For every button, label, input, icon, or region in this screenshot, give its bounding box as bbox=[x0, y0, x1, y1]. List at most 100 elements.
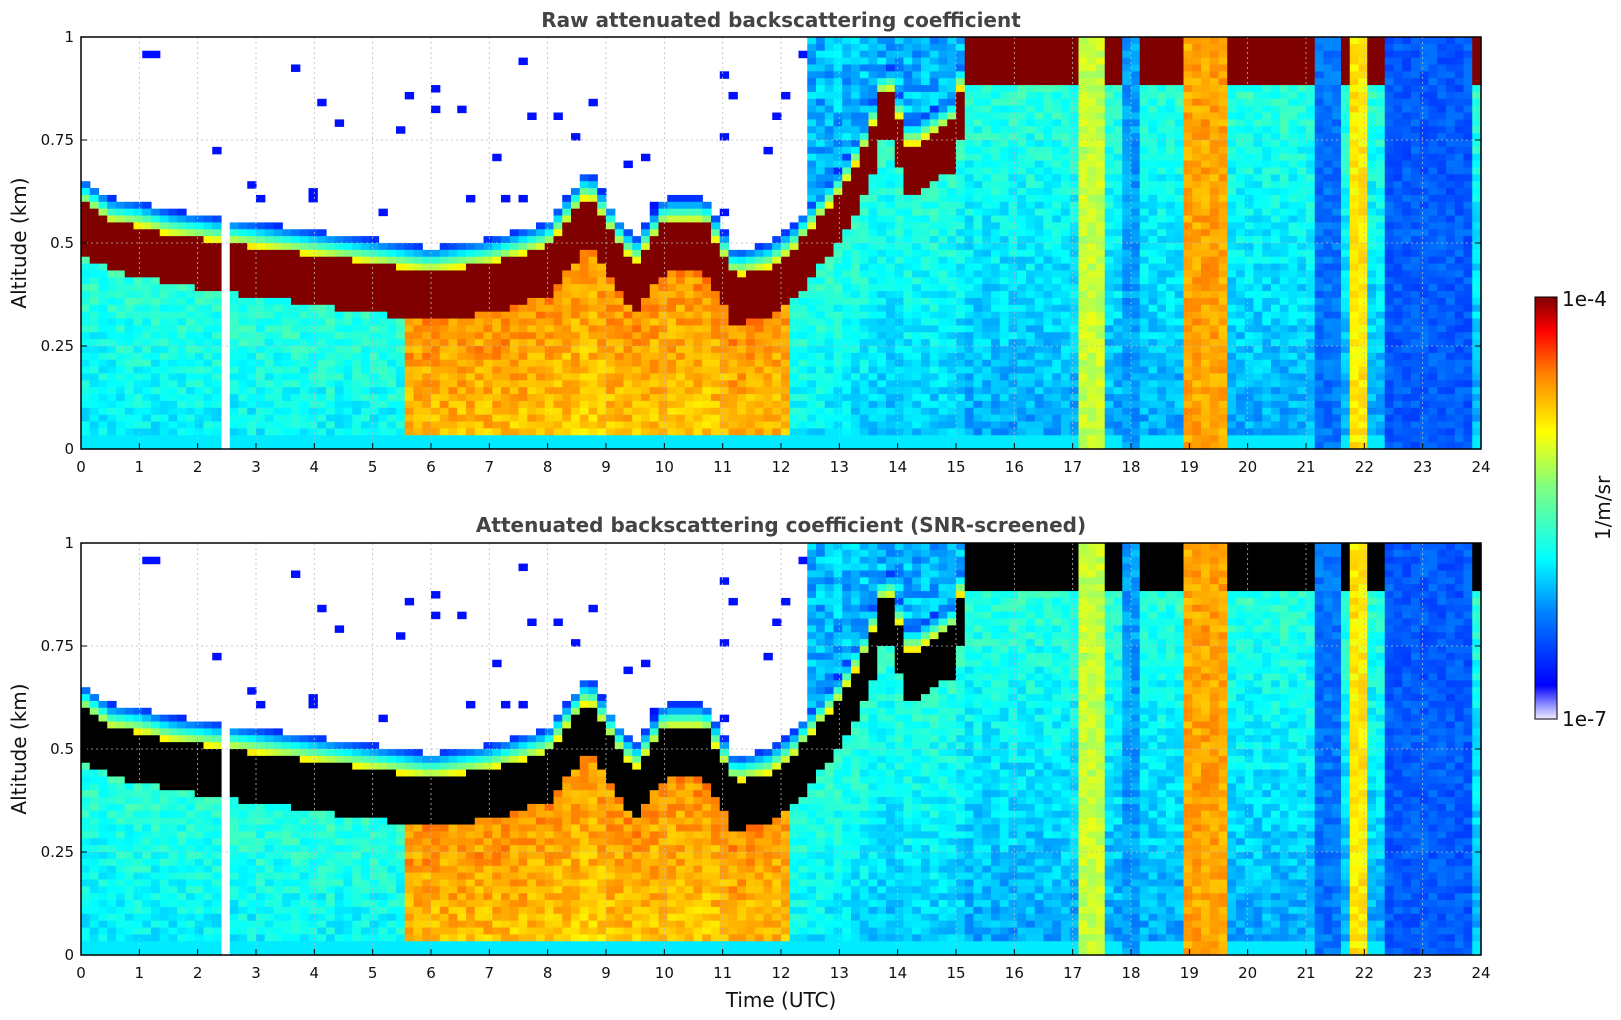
heatmap-cell bbox=[868, 359, 878, 368]
heatmap-cell bbox=[711, 373, 721, 381]
heatmap-cell bbox=[1052, 167, 1062, 175]
heatmap-cell bbox=[886, 112, 896, 120]
heatmap-cell bbox=[693, 400, 703, 409]
heatmap-cell bbox=[754, 400, 765, 409]
heatmap-cell bbox=[422, 352, 432, 361]
heatmap-cell bbox=[81, 270, 91, 278]
heatmap-cell bbox=[833, 215, 843, 223]
heatmap-cell bbox=[824, 325, 835, 333]
heatmap-cell bbox=[851, 325, 861, 333]
heatmap-cell bbox=[1043, 119, 1053, 127]
heatmap-cell bbox=[1078, 256, 1088, 265]
heatmap-cell bbox=[439, 442, 450, 450]
heatmap-cell bbox=[894, 50, 905, 59]
heatmap-cell bbox=[89, 284, 100, 292]
heatmap-cell bbox=[964, 311, 975, 320]
heatmap-cell bbox=[343, 325, 353, 333]
heatmap-cell bbox=[291, 236, 301, 244]
heatmap-cell bbox=[466, 359, 476, 368]
heatmap-cell bbox=[912, 325, 922, 333]
heatmap-cell bbox=[326, 270, 336, 278]
heatmap-cell bbox=[483, 263, 493, 272]
heatmap-cell bbox=[894, 201, 905, 210]
heatmap-cell bbox=[1043, 91, 1053, 100]
heatmap-cell bbox=[1131, 57, 1141, 66]
heatmap-cell bbox=[317, 98, 327, 107]
heatmap-cell bbox=[1061, 105, 1071, 114]
heatmap-cell bbox=[562, 243, 572, 251]
heatmap-cell bbox=[518, 229, 528, 237]
heatmap-cell bbox=[991, 181, 1001, 189]
heatmap-cell bbox=[536, 380, 546, 388]
heatmap-cell bbox=[912, 208, 922, 217]
heatmap-cell bbox=[938, 222, 948, 230]
heatmap-cell bbox=[912, 428, 922, 436]
heatmap-cell bbox=[763, 256, 773, 265]
heatmap-cell bbox=[676, 407, 686, 416]
heatmap-cell bbox=[938, 140, 948, 148]
heatmap-cell bbox=[1096, 208, 1106, 217]
heatmap-cell bbox=[702, 201, 712, 210]
heatmap-cell bbox=[964, 78, 975, 86]
heatmap-cell bbox=[894, 105, 905, 114]
heatmap-cell bbox=[982, 311, 992, 320]
heatmap-cell bbox=[1078, 194, 1088, 203]
heatmap-cell bbox=[964, 222, 975, 230]
heatmap-cell bbox=[1069, 236, 1080, 244]
heatmap-cell bbox=[212, 407, 222, 416]
heatmap-cell bbox=[466, 332, 476, 340]
heatmap-cell bbox=[282, 332, 292, 340]
heatmap-cell bbox=[387, 277, 397, 285]
heatmap-cell bbox=[894, 119, 905, 127]
heatmap-cell bbox=[326, 407, 336, 416]
heatmap-cell bbox=[98, 277, 108, 285]
heatmap-cell bbox=[1131, 181, 1141, 189]
heatmap-cell bbox=[256, 291, 266, 299]
heatmap-cell bbox=[1061, 263, 1071, 272]
heatmap-cell bbox=[921, 174, 931, 182]
heatmap-cell bbox=[973, 428, 983, 436]
heatmap-cell bbox=[229, 284, 240, 292]
heatmap-cell bbox=[597, 215, 607, 223]
heatmap-cell bbox=[474, 421, 485, 429]
heatmap-cell bbox=[999, 442, 1010, 450]
heatmap-cell bbox=[964, 119, 975, 127]
heatmap-cell bbox=[501, 325, 511, 333]
heatmap-cell bbox=[177, 208, 187, 217]
heatmap-cell bbox=[676, 400, 686, 409]
heatmap-cell bbox=[352, 277, 362, 285]
heatmap-cell bbox=[728, 428, 738, 436]
heatmap-cell bbox=[693, 325, 703, 333]
heatmap-cell bbox=[518, 352, 528, 361]
heatmap-cell bbox=[273, 394, 283, 402]
heatmap-cell bbox=[1043, 126, 1053, 134]
heatmap-cell bbox=[824, 373, 835, 381]
heatmap-cell bbox=[588, 428, 598, 436]
heatmap-cell bbox=[89, 325, 100, 333]
heatmap-cell bbox=[859, 428, 870, 436]
heatmap-cell bbox=[842, 194, 852, 203]
heatmap-cell bbox=[956, 346, 966, 354]
heatmap-cell bbox=[571, 387, 581, 395]
heatmap-cell bbox=[1069, 346, 1080, 354]
heatmap-cell bbox=[1026, 126, 1036, 134]
heatmap-cell bbox=[256, 304, 266, 313]
heatmap-cell bbox=[991, 291, 1001, 299]
heatmap-cell bbox=[378, 442, 388, 450]
heatmap-cell bbox=[151, 215, 161, 223]
heatmap-cell bbox=[1026, 256, 1036, 265]
heatmap-cell bbox=[798, 297, 808, 306]
heatmap-cell bbox=[474, 373, 485, 381]
heatmap-cell bbox=[991, 435, 1001, 443]
heatmap-cell bbox=[816, 311, 826, 320]
heatmap-cell bbox=[1069, 249, 1080, 258]
heatmap-cell bbox=[833, 188, 843, 196]
heatmap-cell bbox=[641, 346, 651, 354]
heatmap-cell bbox=[518, 277, 528, 285]
heatmap-cell bbox=[168, 400, 178, 409]
heatmap-cell bbox=[1069, 57, 1080, 66]
heatmap-cell bbox=[553, 387, 563, 395]
heatmap-cell bbox=[448, 387, 458, 395]
heatmap-cell bbox=[212, 236, 222, 244]
heatmap-cell bbox=[781, 394, 791, 402]
